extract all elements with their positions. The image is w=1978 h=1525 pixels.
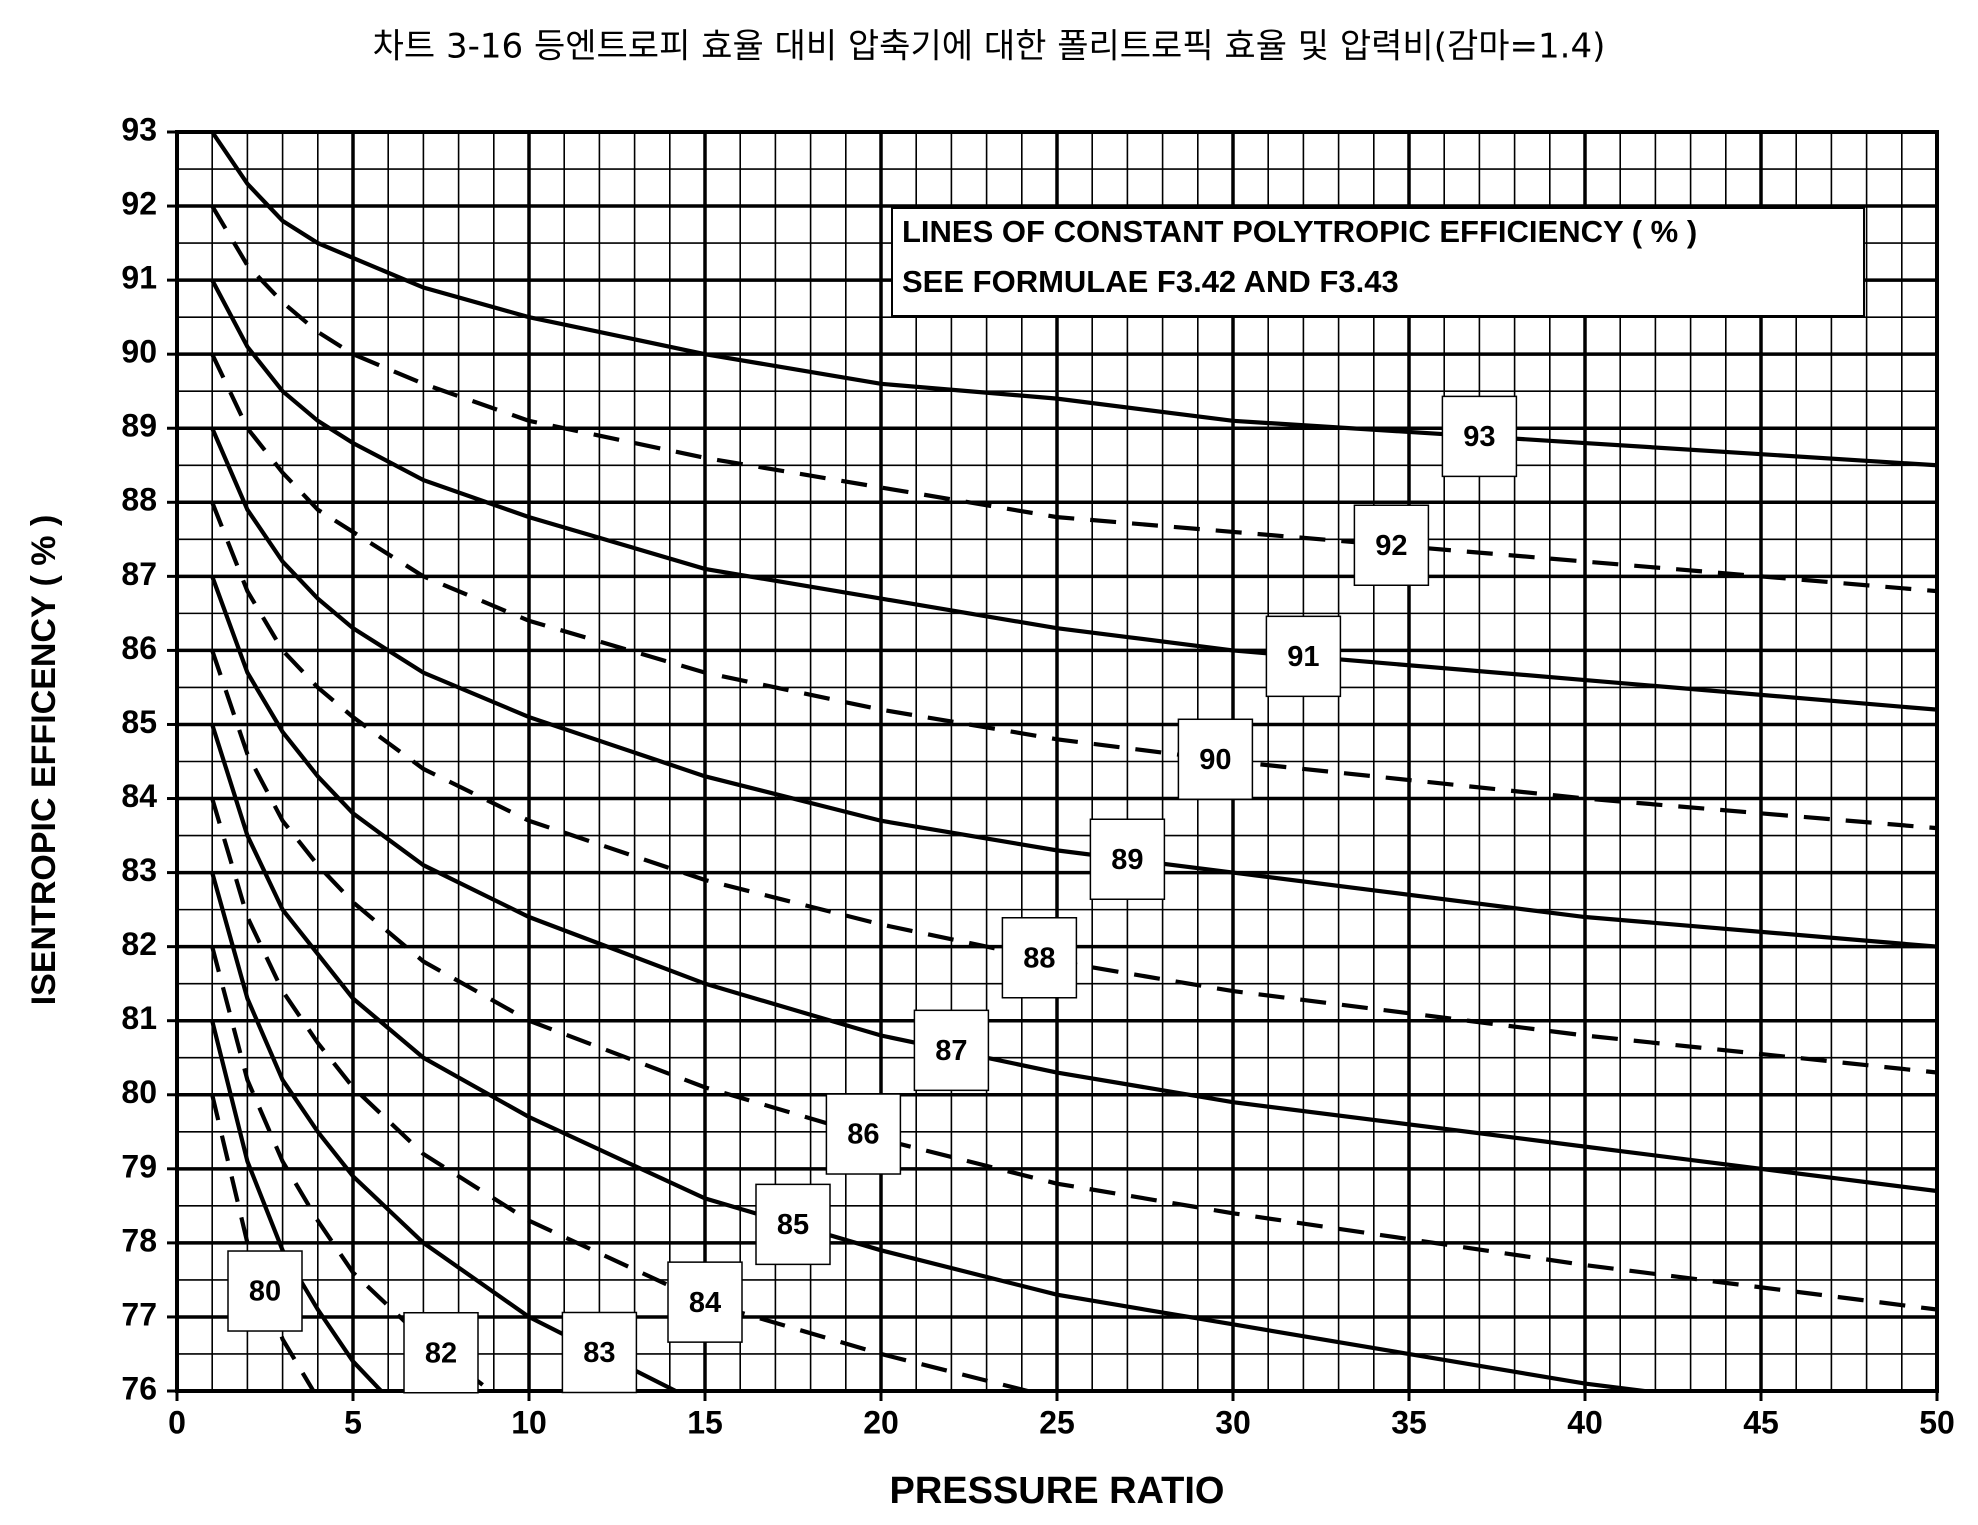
series-line bbox=[210, 1094, 316, 1391]
series-label-box bbox=[1441, 395, 1518, 478]
x-tick-label: 30 bbox=[1215, 1404, 1251, 1440]
y-tick-label: 77 bbox=[121, 1296, 157, 1332]
y-tick-label: 79 bbox=[121, 1148, 157, 1184]
x-tick-label: 15 bbox=[687, 1404, 723, 1440]
series-label: 87 bbox=[935, 1035, 967, 1067]
y-tick-label: 81 bbox=[121, 1000, 157, 1036]
x-tick-label: 10 bbox=[511, 1404, 547, 1440]
series-label-box bbox=[913, 1009, 990, 1092]
series-label-box bbox=[403, 1311, 479, 1394]
series-label-box bbox=[1265, 615, 1342, 698]
series-line bbox=[210, 132, 1937, 468]
series-label: 89 bbox=[1111, 844, 1143, 876]
series-label: 93 bbox=[1463, 421, 1495, 453]
x-tick-label: 40 bbox=[1567, 1404, 1603, 1440]
y-tick-label: 89 bbox=[121, 408, 157, 444]
annotation-text: SEE FORMULAE F3.42 AND F3.43 bbox=[902, 264, 1399, 299]
y-tick-label: 87 bbox=[121, 556, 157, 592]
series-label-box bbox=[561, 1311, 638, 1394]
y-tick-label: 80 bbox=[121, 1074, 157, 1110]
series-label-box bbox=[1001, 917, 1078, 999]
x-tick-label: 25 bbox=[1039, 1404, 1075, 1440]
series-line bbox=[210, 204, 1937, 594]
y-tick-label: 90 bbox=[121, 334, 157, 370]
y-tick-label: 93 bbox=[121, 111, 157, 147]
series-line bbox=[210, 575, 1937, 1194]
series-label: 80 bbox=[249, 1276, 281, 1308]
series-label: 83 bbox=[583, 1337, 615, 1369]
y-tick-label: 82 bbox=[121, 926, 157, 962]
series-label-box bbox=[825, 1093, 902, 1175]
series-label-box bbox=[1353, 504, 1430, 586]
y-tick-label: 85 bbox=[121, 704, 157, 740]
series-label: 92 bbox=[1375, 530, 1407, 562]
annotation-text: LINES OF CONSTANT POLYTROPIC EFFICIENCY … bbox=[902, 214, 1697, 249]
series-label-box bbox=[667, 1261, 743, 1343]
x-tick-label: 0 bbox=[168, 1404, 186, 1440]
series-label: 88 bbox=[1023, 942, 1055, 974]
series-label-box bbox=[755, 1183, 831, 1266]
chart-title: 차트 3-16 등엔트로피 효율 대비 압축기에 대한 폴리트로픽 효율 및 압… bbox=[373, 27, 1606, 67]
y-tick-label: 84 bbox=[121, 778, 157, 814]
series-label: 82 bbox=[425, 1337, 457, 1369]
series-label-box bbox=[1177, 718, 1254, 801]
y-tick-label: 88 bbox=[121, 482, 157, 518]
series-label: 90 bbox=[1199, 744, 1231, 776]
series-label: 91 bbox=[1287, 641, 1319, 673]
series-label: 85 bbox=[777, 1209, 809, 1241]
series-line bbox=[210, 723, 1661, 1391]
series-line bbox=[210, 501, 1937, 1075]
x-tick-label: 50 bbox=[1919, 1404, 1955, 1440]
overlay: 93 92 91 90 89 88 87 86 85 84 83 82 80 LINES OF CONST… bbox=[227, 207, 1865, 1394]
x-axis-label: PRESSURE RATIO bbox=[889, 1470, 1224, 1512]
y-tick-label: 83 bbox=[121, 852, 157, 888]
annotation-box bbox=[891, 207, 1865, 317]
plot-frame bbox=[175, 130, 1939, 1393]
x-tick-label: 20 bbox=[863, 1404, 899, 1440]
series-line bbox=[210, 427, 1937, 949]
series-line bbox=[210, 797, 1037, 1391]
series-line bbox=[210, 649, 1937, 1312]
y-tick-label: 76 bbox=[121, 1370, 157, 1406]
series-line bbox=[210, 946, 495, 1391]
y-tick-label: 92 bbox=[121, 186, 157, 222]
series-label-box bbox=[227, 1250, 303, 1332]
series-label-box bbox=[1089, 818, 1166, 901]
lines bbox=[210, 132, 1937, 1391]
series-label: 86 bbox=[847, 1119, 879, 1151]
y-axis-label: ISENTROPIC EFFICENCY ( % ) bbox=[25, 515, 63, 1006]
y-tick-label: 91 bbox=[121, 260, 157, 296]
x-tick-label: 35 bbox=[1391, 1404, 1427, 1440]
x-tick-label: 5 bbox=[344, 1404, 362, 1440]
x-tick-label: 45 bbox=[1743, 1404, 1779, 1440]
series-label: 84 bbox=[689, 1287, 721, 1319]
series-line bbox=[210, 353, 1937, 831]
y-tick-label: 86 bbox=[121, 630, 157, 666]
y-tick-label: 78 bbox=[121, 1222, 157, 1258]
series-line bbox=[210, 872, 681, 1391]
series-line bbox=[210, 279, 1937, 712]
